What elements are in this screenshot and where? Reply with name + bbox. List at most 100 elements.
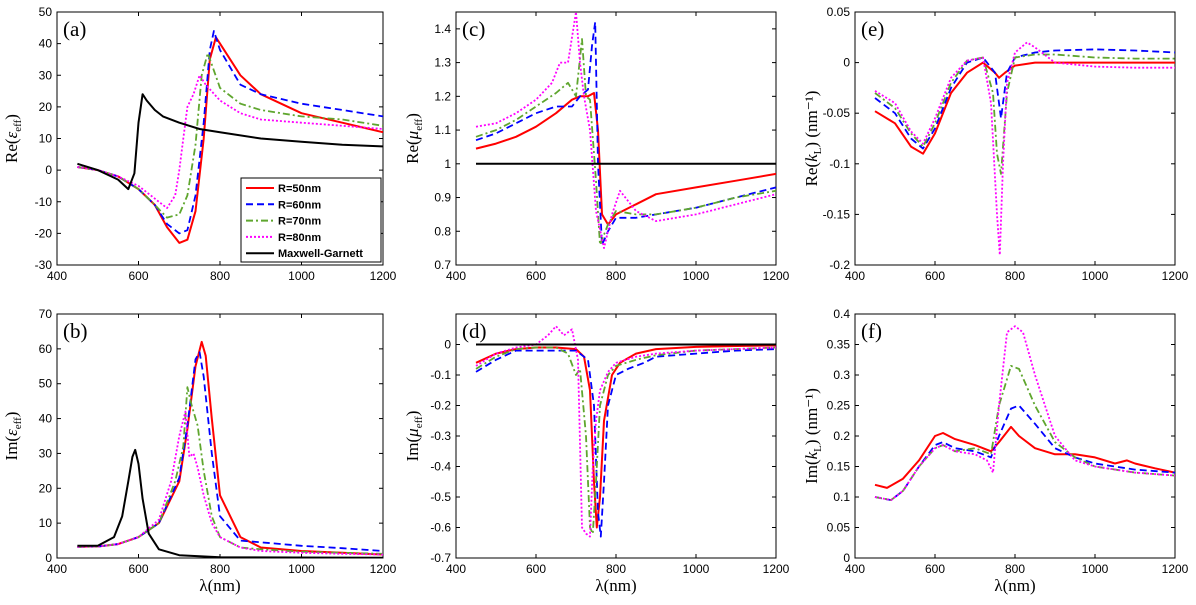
x-tick-label: 1200 (763, 269, 790, 283)
y-tick-label: 20 (39, 481, 53, 495)
y-tick-label: 0.05 (827, 521, 851, 535)
y-tick-label: 1.3 (434, 56, 451, 70)
series-line-maxwell-garnett (77, 93, 383, 191)
x-tick-label: 1200 (370, 562, 397, 576)
series-line-r-60nm (874, 48, 1175, 150)
y-axis-label: Re(μeff) (403, 113, 425, 164)
series-line-r-60nm (475, 348, 776, 538)
y-tick-label: 0.8 (434, 224, 451, 238)
x-tick-label: 400 (47, 562, 67, 576)
y-tick-label: 0.9 (434, 191, 451, 205)
y-tick-label: -20 (35, 226, 53, 240)
y-tick-label: 0 (45, 551, 52, 565)
y-tick-label: 50 (39, 5, 53, 19)
x-tick-label: 600 (526, 562, 546, 576)
x-tick-label: 1000 (288, 562, 315, 576)
x-tick-label: 600 (925, 269, 945, 283)
x-tick-label: 1200 (370, 269, 397, 283)
series-line-r-80nm (475, 325, 776, 538)
y-tick-label: 0.3 (833, 368, 850, 382)
y-tick-label: 0.4 (833, 307, 850, 321)
x-tick-label: 400 (47, 269, 67, 283)
y-tick-label: 0.15 (827, 460, 851, 474)
y-tick-label: -0.15 (823, 207, 851, 221)
y-tick-label: 0 (843, 551, 850, 565)
x-axis-label: λ(nm) (595, 576, 636, 595)
panel-a: 400 600 800 1000 1200 -30 -20 -10 0 10 20 30 40 50 (a)… (2, 5, 397, 283)
y-tick-label: -0.2 (430, 399, 451, 413)
legend-label-maxwell-garnett: Maxwell-Garnett (278, 248, 363, 260)
series-line-r-80nm (77, 74, 383, 210)
series-line-maxwell-garnett (77, 448, 383, 558)
legend-label-r-60nm: R=60nm (278, 199, 321, 211)
y-tick-label: 1.1 (434, 123, 451, 137)
y-tick-label: 0 (843, 56, 850, 70)
y-tick-label: 0 (45, 163, 52, 177)
x-tick-label: 400 (446, 562, 466, 576)
y-tick-label: 30 (39, 68, 53, 82)
y-tick-label: 50 (39, 377, 53, 391)
x-tick-label: 800 (606, 562, 626, 576)
panel-b: 400 600 800 1000 1200 0 10 20 30 40 50 60 70 (b) Im(εe… (2, 307, 397, 595)
y-tick-label: -30 (35, 258, 53, 272)
x-tick-label: 1000 (1082, 562, 1109, 576)
panel-label: (c) (462, 17, 485, 41)
panel-label: (e) (861, 17, 884, 41)
x-tick-label: 1000 (683, 562, 710, 576)
x-tick-label: 1000 (288, 269, 315, 283)
x-tick-label: 800 (606, 269, 626, 283)
panel-d: 400 600 800 1000 1200 -0.7 -0.6 -0.5 -0.4 -0.3 -0.… (403, 313, 790, 595)
x-tick-label: 600 (925, 562, 945, 576)
series-line-r-80nm (874, 41, 1175, 256)
y-tick-label: 20 (39, 100, 53, 114)
legend-label-r-50nm: R=50nm (278, 183, 321, 195)
series-line-r-70nm (77, 386, 383, 555)
y-tick-label: 0.35 (827, 338, 851, 352)
x-tick-label: 1200 (763, 562, 790, 576)
y-tick-label: -0.3 (430, 429, 451, 443)
plot-area-frame (854, 11, 1176, 266)
series-line-r-80nm (475, 12, 776, 250)
y-tick-label: 1 (444, 157, 451, 171)
x-tick-label: 600 (128, 269, 148, 283)
legend-label-r-70nm: R=70nm (278, 216, 321, 228)
y-tick-label: 70 (39, 307, 53, 321)
y-axis-label: Im(kL) (nm⁻¹) (802, 388, 824, 484)
panel-label: (a) (63, 17, 86, 41)
y-tick-label: 0.25 (827, 399, 851, 413)
y-tick-label: 10 (39, 516, 53, 530)
x-tick-label: 600 (526, 269, 546, 283)
plot-area-frame (455, 11, 777, 266)
series-line-r-70nm (77, 52, 383, 219)
x-tick-label: 800 (210, 562, 230, 576)
y-axis-label: Re(kL) (nm⁻¹) (802, 91, 824, 187)
y-tick-label: 0 (444, 338, 451, 352)
plot-area-frame (854, 313, 1176, 559)
y-tick-label: -0.5 (430, 490, 451, 504)
series-line-r-70nm (475, 38, 776, 246)
x-tick-label: 400 (446, 269, 466, 283)
series-line-r-80nm (874, 325, 1175, 502)
y-tick-label: 1.4 (434, 22, 451, 36)
series-line-r-70nm (874, 53, 1175, 175)
x-tick-label: 1000 (1082, 269, 1109, 283)
x-tick-label: 800 (210, 269, 230, 283)
series-line-r-50nm (475, 92, 776, 226)
x-tick-label: 600 (128, 562, 148, 576)
y-tick-label: 10 (39, 132, 53, 146)
panel-label: (b) (63, 319, 88, 343)
y-tick-label: 40 (39, 412, 53, 426)
x-tick-label: 1000 (683, 269, 710, 283)
y-tick-label: -0.7 (430, 551, 451, 565)
legend: R=50nm R=60nm R=70nm R=80nm Maxwell-Garnett (240, 177, 382, 263)
series-line-r-70nm (874, 364, 1175, 502)
x-tick-label: 800 (1005, 562, 1025, 576)
y-tick-label: -0.1 (430, 368, 451, 382)
panel-e: 400 600 800 1000 1200 -0.2 -0.15 -0.1 -0.05 0 0.05… (802, 5, 1189, 283)
panel-label: (f) (861, 319, 882, 343)
y-tick-label: 0.05 (827, 5, 851, 19)
panel-f: 400 600 800 1000 1200 0 0.05 0.1 0.15 0.2 0.25 0.3 0… (802, 307, 1189, 595)
y-axis-label: Im(εeff) (2, 412, 24, 461)
x-tick-label: 1200 (1162, 269, 1189, 283)
y-tick-label: 0.7 (434, 258, 451, 272)
